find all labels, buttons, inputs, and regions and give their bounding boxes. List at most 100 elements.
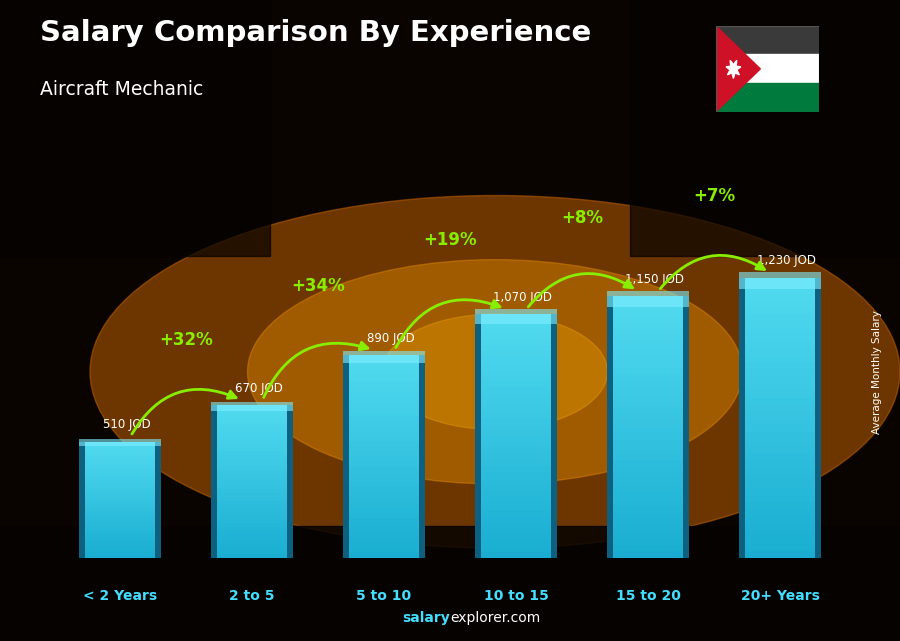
Bar	[745, 362, 815, 369]
Bar	[613, 551, 683, 558]
Bar	[85, 491, 155, 494]
Text: +34%: +34%	[291, 277, 345, 295]
Bar	[613, 427, 683, 433]
Bar	[745, 306, 815, 313]
Bar	[745, 516, 815, 522]
Bar	[481, 394, 551, 399]
Bar	[85, 497, 155, 500]
Bar	[745, 320, 815, 327]
Bar	[475, 314, 481, 558]
Bar	[613, 342, 683, 349]
Bar	[745, 467, 815, 474]
Bar	[85, 517, 155, 520]
Bar	[481, 314, 551, 320]
Bar	[217, 424, 287, 428]
Bar	[85, 546, 155, 549]
Bar	[217, 481, 287, 485]
Bar	[481, 540, 551, 545]
Bar	[745, 383, 815, 390]
Bar	[85, 459, 155, 462]
Ellipse shape	[248, 260, 742, 484]
Text: Aircraft Mechanic: Aircraft Mechanic	[40, 80, 203, 99]
Bar	[349, 477, 419, 482]
Text: +8%: +8%	[561, 209, 603, 227]
Bar	[613, 303, 683, 309]
Bar	[155, 442, 161, 558]
Bar	[85, 500, 155, 503]
Polygon shape	[726, 60, 741, 78]
Bar	[739, 272, 821, 289]
Bar	[613, 512, 683, 519]
Bar	[85, 485, 155, 488]
Bar	[745, 522, 815, 529]
Bar	[613, 335, 683, 342]
Polygon shape	[716, 26, 760, 112]
Bar	[217, 466, 287, 470]
Bar	[613, 394, 683, 401]
Bar	[217, 497, 287, 501]
Bar	[217, 542, 287, 546]
Bar	[79, 439, 161, 446]
Bar	[217, 501, 287, 504]
Bar	[349, 497, 419, 502]
Text: 1,230 JOD: 1,230 JOD	[757, 254, 816, 267]
Bar	[217, 432, 287, 436]
Bar	[349, 462, 419, 467]
Bar	[481, 333, 551, 338]
Bar	[745, 439, 815, 445]
Bar	[349, 492, 419, 497]
Bar	[481, 357, 551, 363]
Bar	[217, 550, 287, 554]
Bar	[481, 338, 551, 345]
Bar	[608, 291, 688, 306]
Bar	[349, 451, 419, 456]
Bar	[343, 351, 425, 363]
Bar	[481, 320, 551, 326]
Bar	[481, 552, 551, 558]
Bar	[613, 407, 683, 414]
Bar	[745, 285, 815, 292]
Bar	[85, 508, 155, 512]
Bar	[481, 326, 551, 333]
Bar	[217, 554, 287, 558]
Bar	[349, 456, 419, 462]
Bar	[613, 414, 683, 420]
Bar	[613, 381, 683, 388]
Bar	[217, 538, 287, 542]
Bar	[349, 406, 419, 411]
Text: 2 to 5: 2 to 5	[230, 590, 274, 603]
Text: 15 to 20: 15 to 20	[616, 590, 680, 603]
Bar	[613, 499, 683, 505]
Bar	[217, 409, 287, 413]
Bar	[85, 540, 155, 543]
Bar	[349, 533, 419, 537]
Bar	[613, 519, 683, 525]
Bar	[745, 537, 815, 544]
Bar	[217, 462, 287, 466]
Bar	[217, 512, 287, 516]
Bar	[551, 314, 557, 558]
Bar	[481, 460, 551, 467]
Bar	[481, 406, 551, 412]
Text: +7%: +7%	[693, 187, 735, 204]
Bar	[481, 491, 551, 497]
Bar	[85, 531, 155, 535]
Bar	[481, 363, 551, 369]
Bar	[481, 448, 551, 454]
Bar	[212, 405, 217, 558]
Bar	[85, 535, 155, 537]
Bar	[613, 309, 683, 316]
Bar	[85, 543, 155, 546]
Bar	[745, 327, 815, 334]
Bar	[481, 387, 551, 394]
Bar	[85, 554, 155, 558]
Bar	[745, 390, 815, 397]
Bar	[85, 529, 155, 531]
Bar	[349, 401, 419, 406]
Bar	[613, 362, 683, 368]
Bar	[349, 381, 419, 386]
Bar	[613, 472, 683, 479]
Bar	[217, 428, 287, 432]
Bar	[745, 341, 815, 348]
Bar	[613, 492, 683, 499]
